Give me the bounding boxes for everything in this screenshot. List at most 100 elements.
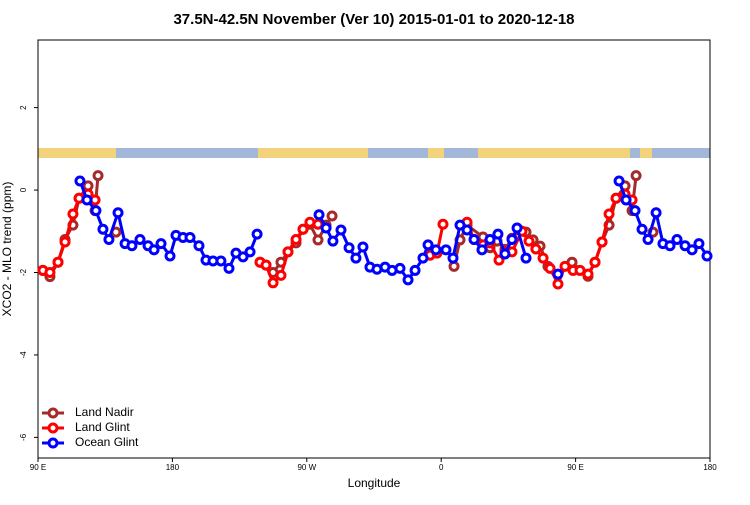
data-point	[636, 223, 648, 235]
map-strip	[38, 148, 710, 158]
data-point	[537, 252, 549, 264]
data-point	[506, 234, 518, 246]
data-point	[468, 234, 480, 246]
data-point	[343, 242, 355, 254]
legend-label: Land Nadir	[75, 405, 134, 419]
data-point	[251, 228, 263, 240]
data-point	[447, 252, 459, 264]
data-point	[493, 254, 505, 266]
data-point	[148, 244, 160, 256]
data-point	[701, 250, 713, 262]
data-point	[44, 266, 56, 278]
data-point	[237, 251, 249, 263]
data-point	[313, 209, 325, 221]
x-tick-label: 180	[166, 463, 180, 472]
data-point	[327, 235, 339, 247]
data-point	[484, 234, 496, 246]
legend-swatch-marker	[47, 422, 59, 434]
data-point	[67, 208, 79, 220]
data-point	[155, 238, 167, 250]
data-point	[312, 218, 324, 230]
legend-label: Land Glint	[75, 420, 130, 434]
x-tick-label: 90 W	[297, 463, 316, 472]
data-point	[650, 207, 662, 219]
data-point	[523, 235, 535, 247]
data-point	[394, 262, 406, 274]
data-point	[430, 244, 442, 256]
chart-title: 37.5N-42.5N November (Ver 10) 2015-01-01…	[173, 11, 574, 28]
x-tick-label: 0	[439, 463, 444, 472]
data-point	[440, 244, 452, 256]
data-point	[402, 274, 414, 286]
y-tick-label: 2	[19, 105, 28, 110]
data-point	[357, 241, 369, 253]
legend-swatch-marker	[47, 437, 59, 449]
x-tick-label: 180	[703, 463, 717, 472]
data-point	[499, 248, 511, 260]
plot-frame	[37, 39, 711, 459]
data-point	[92, 170, 104, 182]
data-point	[103, 234, 115, 246]
data-point	[267, 277, 279, 289]
y-tick-label: 0	[19, 187, 28, 192]
data-point	[297, 223, 309, 235]
data-point	[422, 239, 434, 251]
data-point	[90, 205, 102, 217]
data-point	[476, 244, 488, 256]
data-point	[520, 252, 532, 264]
data-point	[630, 170, 642, 182]
data-point	[454, 219, 466, 231]
data-point	[693, 238, 705, 250]
data-point	[559, 260, 571, 272]
data-point	[664, 240, 676, 252]
data-point	[629, 205, 641, 217]
data-point	[223, 262, 235, 274]
data-point	[290, 234, 302, 246]
data-point	[326, 210, 338, 222]
data-point	[448, 260, 460, 272]
data-point	[589, 256, 601, 268]
data-point	[530, 243, 542, 255]
data-point	[582, 268, 594, 280]
data-point	[461, 224, 473, 236]
legend-swatch-marker	[47, 407, 59, 419]
y-tick-label: -2	[19, 268, 28, 276]
data-point	[164, 250, 176, 262]
x-tick-label: 90 E	[30, 463, 46, 472]
data-point	[126, 240, 138, 252]
data-point	[59, 236, 71, 248]
data-point	[134, 234, 146, 246]
data-point	[511, 222, 523, 234]
data-point	[492, 228, 504, 240]
y-tick-label: -4	[19, 351, 28, 359]
legend-label: Ocean Glint	[75, 435, 139, 449]
data-point	[335, 224, 347, 236]
data-point	[610, 192, 622, 204]
data-point	[275, 269, 287, 281]
data-point	[417, 252, 429, 264]
data-point	[686, 244, 698, 256]
data-point	[320, 222, 332, 234]
data-point	[620, 194, 632, 206]
data-point	[112, 207, 124, 219]
data-point	[215, 255, 227, 267]
data-point	[552, 278, 564, 290]
data-point	[409, 264, 421, 276]
data-point	[184, 231, 196, 243]
data-point	[671, 234, 683, 246]
data-point	[74, 175, 86, 187]
data-point	[552, 268, 564, 280]
data-point	[596, 236, 608, 248]
data-point	[244, 246, 256, 258]
data-point	[52, 256, 64, 268]
data-point	[260, 259, 272, 271]
data-point	[613, 175, 625, 187]
data-point	[437, 218, 449, 230]
data-point	[603, 208, 615, 220]
data-point	[544, 262, 556, 274]
data-point	[350, 252, 362, 264]
data-point	[312, 234, 324, 246]
x-axis-label: Longitude	[348, 476, 401, 490]
